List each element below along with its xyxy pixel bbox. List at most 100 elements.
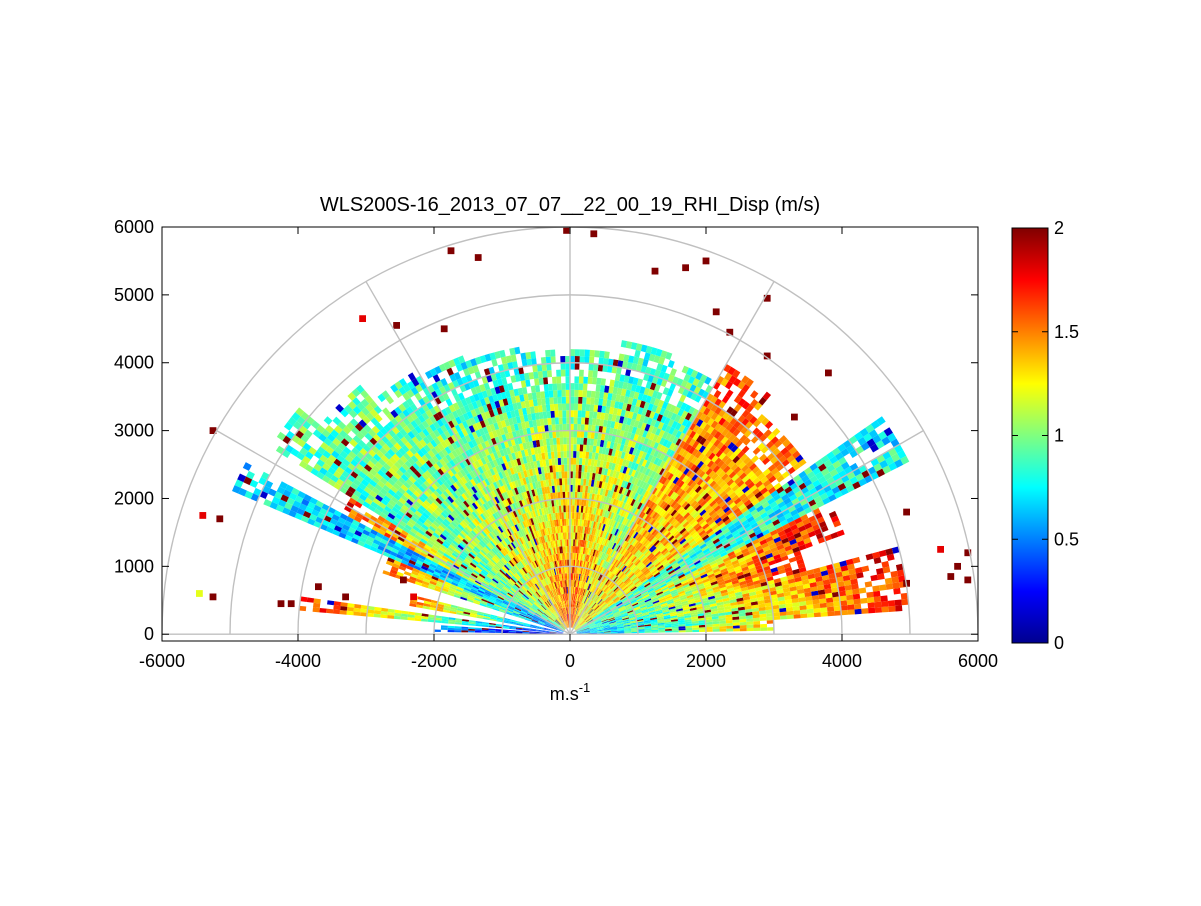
range-gate-cell-s10 [555, 465, 558, 472]
range-gate-cell-s1 [773, 616, 780, 620]
range-gate-cell-s10 [560, 438, 564, 445]
range-gate-cell-s10 [561, 390, 565, 397]
range-gate-cell-s10 [581, 411, 585, 418]
range-gate-cell-s1 [759, 614, 766, 618]
range-gate-cell-s10 [576, 465, 579, 472]
range-gate-cell-s10 [588, 370, 593, 377]
range-gate-cell-s10 [565, 485, 568, 492]
range-gate-cell-s10 [585, 350, 590, 357]
range-gate-cell-s0 [665, 631, 672, 633]
range-gate-cell-s10 [550, 404, 554, 411]
range-gate-cell-s1 [787, 615, 794, 619]
range-gate-cell-s10 [555, 458, 559, 465]
range-gate-cell-s10 [581, 465, 584, 472]
range-gate-cell-s10 [585, 418, 589, 425]
range-gate-cell-s10 [573, 458, 576, 465]
range-gate-cell-s1 [853, 594, 860, 600]
range-gate-cell-s10 [579, 370, 584, 377]
range-gate-cell-s10 [589, 411, 593, 418]
range-gate-cell-s10 [559, 478, 562, 485]
range-gate-cell-s10 [555, 424, 559, 431]
range-gate-cell-s1 [773, 612, 780, 616]
range-gate-cell-s0 [713, 629, 720, 632]
range-gate-cell-s10 [571, 553, 573, 560]
range-gate-cell-s1 [780, 615, 787, 619]
range-gate-cell-s1 [733, 619, 740, 622]
range-gate-cell-s10 [549, 390, 554, 397]
range-gate-cell-s10 [576, 458, 579, 465]
range-gate-cell-s10 [560, 451, 563, 458]
range-gate-cell-s10 [587, 431, 591, 438]
range-gate-cell-s1 [895, 605, 902, 611]
range-gate-cell-s10 [583, 445, 587, 452]
range-gate-cell-s10 [556, 370, 561, 377]
range-gate-cell-s10 [588, 377, 593, 384]
range-gate-cell-s1 [874, 602, 881, 608]
range-gate-cell-s10 [561, 471, 564, 478]
range-gate-cell-s10 [578, 472, 581, 479]
range-gate-cell-s10 [585, 411, 589, 418]
range-gate-cell-s1 [826, 597, 833, 602]
range-gate-cell-s10 [563, 505, 565, 512]
range-gate-cell-s10 [563, 437, 567, 444]
range-gate-cell-s1 [854, 604, 861, 610]
range-gate-cell-s10 [559, 431, 563, 438]
range-gate-cell-s10 [544, 391, 549, 398]
range-gate-cell-s10 [594, 350, 600, 357]
range-gate-cell-s10 [545, 398, 550, 405]
range-gate-cell-s10 [575, 471, 578, 478]
range-gate-cell-s10 [573, 437, 577, 444]
range-gate-cell-s1 [807, 613, 814, 618]
range-gate-cell-s10 [546, 363, 551, 370]
range-gate-cell-s10 [559, 424, 563, 431]
range-gate-cell-s10 [547, 370, 552, 377]
range-gate-cell-s10 [566, 512, 568, 519]
range-gate-cell-s0 [706, 624, 713, 627]
range-gate-cell-s1 [853, 599, 860, 605]
range-gate-cell-s0 [740, 622, 747, 625]
range-gate-cell-s10 [565, 363, 570, 370]
range-gate-cell-s10 [573, 478, 576, 485]
range-gate-cell-s1 [807, 609, 814, 614]
range-gate-cell-s10 [533, 371, 538, 378]
range-gate-cell-s10 [546, 357, 551, 364]
range-gate-cell-s1 [886, 583, 894, 590]
range-gate-cell-s0 [692, 627, 699, 629]
range-gate-cell-s10 [590, 404, 595, 411]
range-gate-cell-s1 [868, 608, 875, 614]
range-gate-cell-s0 [740, 625, 747, 628]
range-gate-cell-s10 [575, 356, 580, 363]
range-gate-cell-s10 [564, 465, 567, 472]
range-gate-cell-s10 [560, 485, 563, 492]
range-gate-cell-s1 [780, 612, 787, 616]
range-gate-cell-s10 [564, 526, 566, 533]
range-gate-cell-s0 [685, 628, 692, 630]
range-gate-cell-s10 [562, 397, 566, 404]
range-gate-cell-s10 [564, 458, 567, 465]
range-gate-cell-s10 [572, 492, 575, 499]
range-gate-cell-s1 [746, 618, 753, 622]
range-gate-cell-s10 [580, 438, 584, 445]
range-gate-cell-s1 [875, 607, 882, 613]
range-gate-cell-s0 [672, 630, 679, 632]
range-gate-cell-s10 [578, 390, 583, 397]
range-gate-cell-s1 [820, 603, 827, 608]
range-gate-cell-s1 [821, 612, 828, 617]
range-gate-cell-s10 [588, 418, 592, 425]
range-gate-cell-s10 [572, 498, 574, 505]
range-gate-cell-s10 [576, 444, 580, 451]
range-gate-cell-s1 [827, 607, 834, 612]
range-gate-cell-s1 [793, 610, 800, 615]
range-gate-cell-s10 [542, 371, 547, 378]
range-gate-cell-s10 [564, 519, 566, 526]
range-gate-cell-s10 [574, 526, 576, 533]
range-gate-cell-s10 [538, 371, 543, 378]
range-gate-cell-s10 [565, 505, 567, 512]
range-gate-cell-s10 [577, 438, 581, 445]
range-gate-cell-s0 [713, 626, 720, 629]
range-gate-cell-s10 [561, 465, 564, 472]
range-gate-cell-s10 [574, 376, 579, 383]
range-gate-cell-s10 [575, 485, 578, 492]
range-gate-cell-s10 [562, 403, 566, 410]
